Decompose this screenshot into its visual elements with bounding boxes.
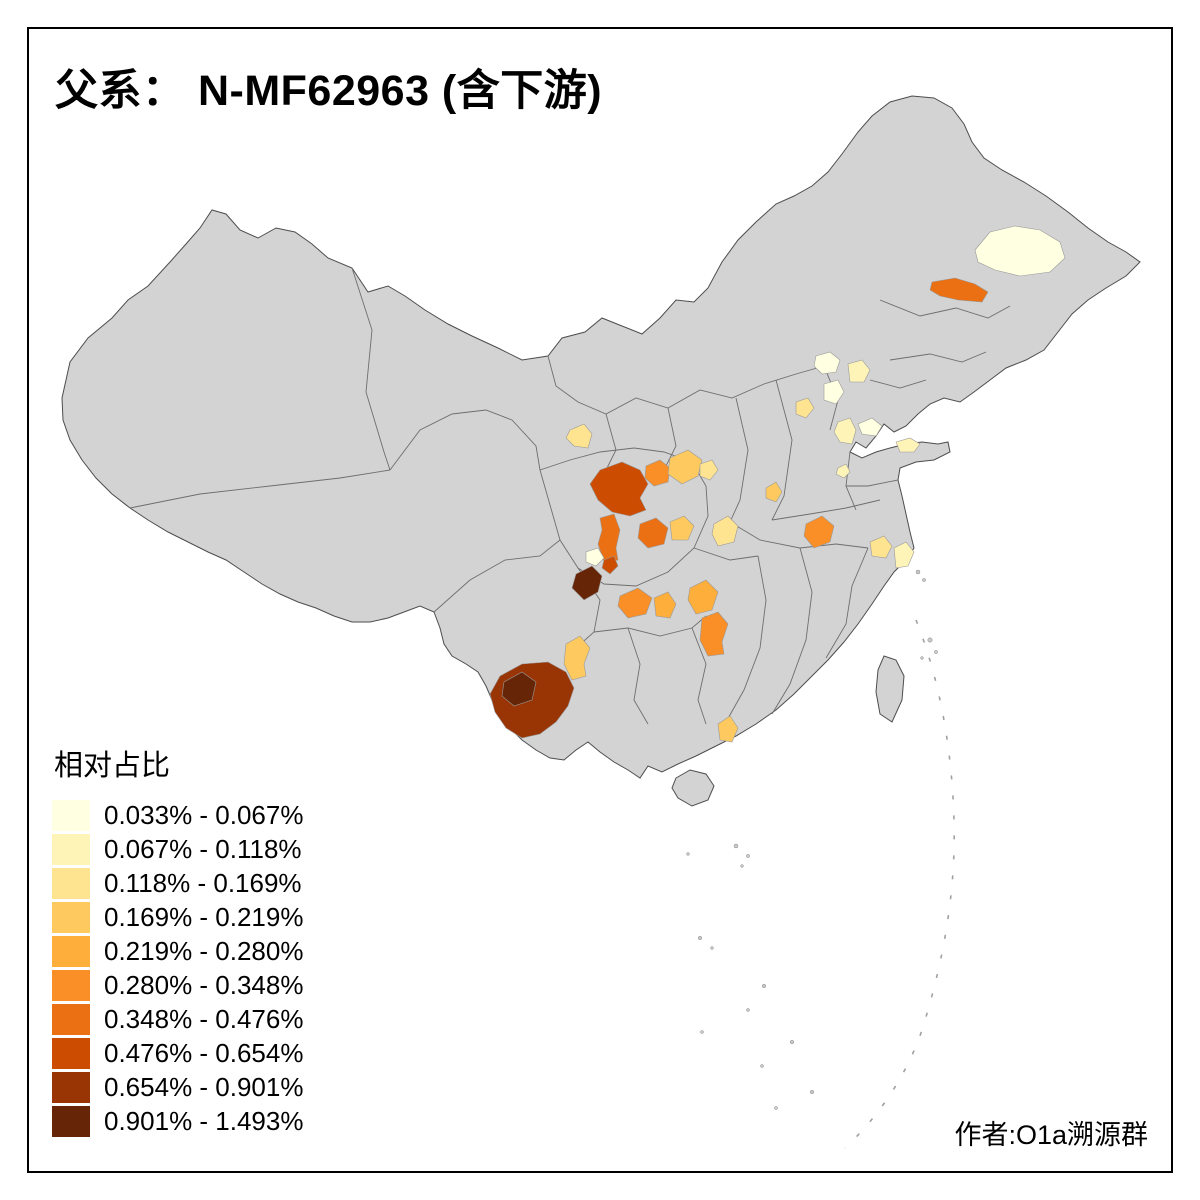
legend-item: 0.654% - 0.901%	[52, 1070, 303, 1104]
legend-swatch	[52, 901, 90, 933]
colored-prefectures	[489, 225, 1066, 743]
prefecture-region	[833, 417, 857, 445]
legend-swatch	[52, 1071, 90, 1103]
prefecture-region	[717, 715, 739, 743]
legend-item: 0.476% - 0.654%	[52, 1036, 303, 1070]
prefecture-region	[585, 547, 605, 567]
prefecture-region	[711, 515, 739, 547]
legend-swatch	[52, 1037, 90, 1069]
prefecture-region	[501, 671, 537, 707]
prefecture-region	[653, 591, 677, 619]
legend-item: 0.067% - 0.118%	[52, 832, 303, 866]
mainland-china-shape	[61, 95, 1141, 779]
author-credit: 作者:O1a溯源群	[954, 1120, 1148, 1150]
legend-item: 0.118% - 0.169%	[52, 866, 303, 900]
prefecture-region	[813, 351, 841, 375]
prefecture-region	[563, 635, 591, 681]
prefecture-region	[617, 587, 653, 619]
prefecture-region	[974, 225, 1066, 277]
prefecture-region	[765, 481, 783, 503]
prefecture-region	[847, 359, 871, 383]
legend-item: 0.901% - 1.493%	[52, 1104, 303, 1138]
prefecture-region	[699, 459, 719, 481]
legend-swatch	[52, 833, 90, 865]
prefecture-region	[565, 423, 593, 449]
legend-item: 0.219% - 0.280%	[52, 934, 303, 968]
prefecture-region	[644, 459, 671, 487]
legend-item: 0.348% - 0.476%	[52, 1002, 303, 1036]
legend-item: 0.280% - 0.348%	[52, 968, 303, 1002]
legend-swatch	[52, 935, 90, 967]
prefecture-region	[571, 565, 603, 601]
legend-swatch	[52, 1003, 90, 1035]
prefecture-region	[589, 461, 649, 517]
south-china-sea-islands	[686, 569, 956, 1149]
prefecture-region	[893, 541, 915, 569]
prefecture-region	[637, 517, 669, 549]
prefecture-region	[929, 277, 989, 303]
page-title: 父系： N-MF62963 (含下游)	[55, 67, 603, 115]
legend-item: 0.169% - 0.219%	[52, 900, 303, 934]
prefecture-region	[687, 579, 719, 615]
sea-boundary-dashes	[844, 619, 956, 1149]
prefecture-region	[795, 397, 815, 419]
legend-swatch	[52, 1105, 90, 1137]
prefecture-region	[669, 515, 695, 541]
prefecture-region	[803, 515, 835, 549]
legend-label: 0.901% - 1.493%	[104, 1105, 304, 1136]
prefecture-region	[823, 379, 845, 405]
legend-label: 0.118% - 0.169%	[104, 867, 302, 898]
prefecture-region	[699, 611, 729, 657]
legend-label: 0.348% - 0.476%	[104, 1003, 304, 1034]
legend-swatch	[52, 867, 90, 899]
legend: 相对占比 0.033% - 0.067% 0.067% - 0.118% 0.1…	[52, 742, 303, 1138]
legend-item: 0.033% - 0.067%	[52, 798, 303, 832]
prefecture-region	[895, 437, 921, 453]
prefecture-region	[667, 449, 703, 485]
prefecture-region	[601, 555, 619, 575]
legend-swatch	[52, 799, 90, 831]
legend-label: 0.219% - 0.280%	[104, 935, 304, 966]
prefecture-region	[857, 417, 883, 437]
prefecture-region	[835, 463, 851, 479]
taiwan-island-shape	[875, 655, 905, 723]
legend-label: 0.033% - 0.067%	[104, 799, 304, 830]
legend-swatch	[52, 969, 90, 1001]
hainan-island-shape	[671, 769, 715, 807]
legend-label: 0.067% - 0.118%	[104, 833, 302, 864]
legend-label: 0.280% - 0.348%	[104, 969, 304, 1000]
legend-label: 0.476% - 0.654%	[104, 1037, 304, 1068]
legend-title: 相对占比	[54, 750, 171, 782]
legend-label: 0.654% - 0.901%	[104, 1071, 304, 1102]
prefecture-region	[869, 535, 893, 559]
legend-label: 0.169% - 0.219%	[104, 901, 304, 932]
prefecture-region	[597, 513, 621, 563]
